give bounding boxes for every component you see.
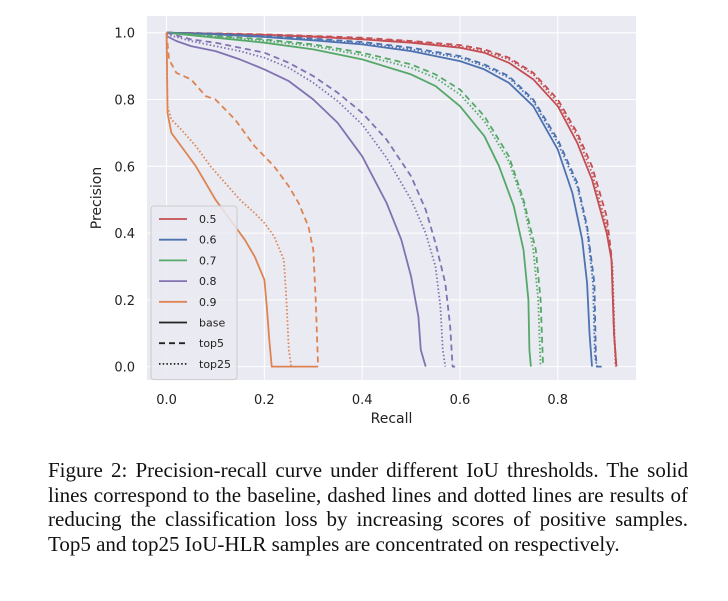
series-line-08-dashed (166, 31, 456, 368)
y-tick-label: 0.8 (114, 93, 135, 108)
x-tick-label: 0.4 (352, 393, 373, 408)
legend-style-label: base (199, 317, 225, 330)
series-line-07-dashed (166, 31, 544, 367)
legend-box (150, 205, 238, 381)
legend-label: 0.8 (199, 275, 217, 288)
y-tick-label: 0.6 (114, 160, 135, 175)
series-line-08-solid (166, 35, 427, 367)
x-tick-label: 0.8 (547, 393, 568, 408)
x-tick-label: 0.2 (254, 393, 275, 408)
x-tick-label: 0.0 (156, 393, 177, 408)
series-line-07-solid (166, 31, 532, 367)
series-line-05-dotted (166, 31, 617, 367)
legend-style-label: top5 (199, 337, 224, 350)
series-line-06-dotted (166, 31, 598, 367)
legend-label: 0.6 (199, 234, 217, 247)
x-tick-label: 0.6 (450, 393, 471, 408)
y-tick-label: 1.0 (114, 27, 135, 42)
x-axis-label: Recall (371, 411, 413, 427)
series-group (165, 31, 618, 368)
legend-label: 0.5 (199, 213, 217, 226)
series-line-07-dotted (166, 31, 542, 367)
series-line-09-dashed (165, 32, 319, 367)
ticks: 0.0 0.2 0.4 0.6 0.8 0.0 0.2 0.4 0.6 0.8 1.0 (114, 27, 568, 408)
pr-curve-chart: 0.0 0.2 0.4 0.6 0.8 0.0 0.2 0.4 0.6 0.8 1.0 Recall… (89, 16, 636, 427)
y-tick-label: 0.2 (114, 294, 135, 309)
series-line-09-dotted (165, 32, 293, 367)
legend-label: 0.7 (199, 254, 217, 267)
legend: 0.5 0.6 0.7 0.8 0.9 base top5 top25 (150, 205, 238, 381)
legend-label: 0.9 (199, 296, 217, 309)
y-tick-label: 0.4 (114, 227, 135, 242)
y-axis-label: Precision (89, 167, 105, 229)
pr-curve-figure: 0.0 0.2 0.4 0.6 0.8 0.0 0.2 0.4 0.6 0.8 1.0 Recall… (89, 16, 636, 427)
y-tick-label: 0.0 (114, 361, 135, 376)
figure-caption: Figure 2: Precision-recall curve under d… (48, 458, 688, 556)
legend-style-label: top25 (199, 358, 231, 371)
